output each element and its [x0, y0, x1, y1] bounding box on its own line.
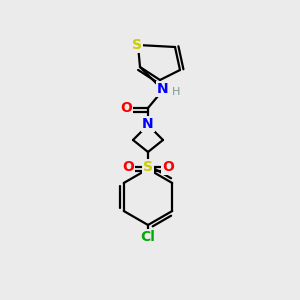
Text: O: O	[120, 101, 132, 115]
Text: S: S	[143, 160, 153, 174]
Text: S: S	[132, 38, 142, 52]
Text: Cl: Cl	[141, 230, 155, 244]
Text: H: H	[172, 87, 180, 97]
Text: N: N	[157, 82, 169, 96]
Text: O: O	[122, 160, 134, 174]
Text: N: N	[142, 117, 154, 131]
Text: O: O	[162, 160, 174, 174]
